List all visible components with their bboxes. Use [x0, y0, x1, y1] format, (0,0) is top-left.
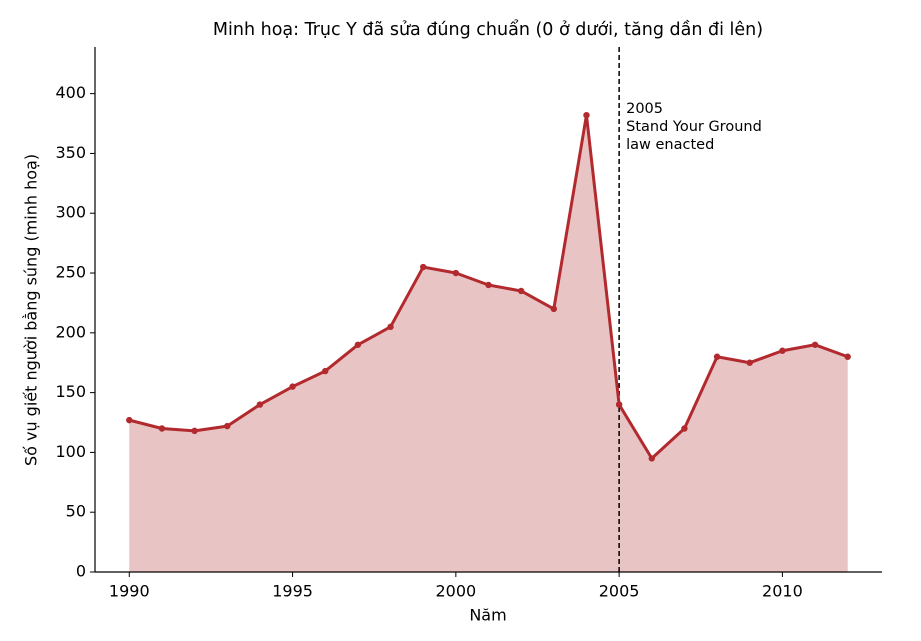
- x-tick-label: 2000: [435, 582, 476, 601]
- point: [256, 401, 264, 408]
- point: [811, 341, 819, 348]
- point: [387, 323, 394, 331]
- y-tick-label: 100: [55, 442, 86, 461]
- point: [517, 287, 525, 295]
- annotation: Stand Your Ground: [626, 119, 762, 135]
- point: [583, 111, 590, 119]
- point: [779, 347, 786, 354]
- y-tick-label: 50: [66, 502, 86, 521]
- annotation: 2005: [626, 101, 663, 117]
- x-tick-label: 2010: [762, 582, 803, 601]
- x-axis-label: Năm: [469, 606, 506, 625]
- point: [224, 422, 231, 430]
- point: [354, 341, 362, 348]
- point: [681, 425, 688, 432]
- annotation: law enacted: [626, 137, 714, 153]
- y-tick-label: 300: [55, 203, 86, 222]
- y-tick-label: 150: [55, 382, 86, 401]
- chart-title: Minh hoạ: Trục Y đã sửa đúng chuẩn (0 ở …: [213, 19, 763, 40]
- y-tick-label: 200: [55, 322, 86, 341]
- point: [419, 263, 427, 271]
- point: [452, 269, 460, 277]
- y-tick-label: 350: [55, 143, 86, 162]
- point: [615, 401, 623, 408]
- point: [648, 455, 655, 462]
- y-tick-label: 250: [55, 263, 86, 282]
- point: [713, 353, 721, 360]
- point: [191, 427, 198, 435]
- point: [485, 281, 492, 289]
- point: [550, 305, 558, 313]
- x-tick-label: 1995: [272, 582, 313, 601]
- y-axis-label: Số vụ giết người bằng súng (minh hoạ): [22, 154, 41, 466]
- point: [289, 383, 296, 390]
- point: [126, 416, 133, 424]
- area: [129, 115, 848, 572]
- point: [158, 425, 166, 432]
- x-tick-label: 2005: [599, 582, 640, 601]
- y-tick-label: 0: [76, 562, 86, 581]
- y-tick-label: 400: [55, 83, 86, 102]
- point: [746, 359, 753, 366]
- point: [844, 353, 851, 360]
- point: [322, 367, 329, 375]
- x-tick-label: 1990: [109, 582, 150, 601]
